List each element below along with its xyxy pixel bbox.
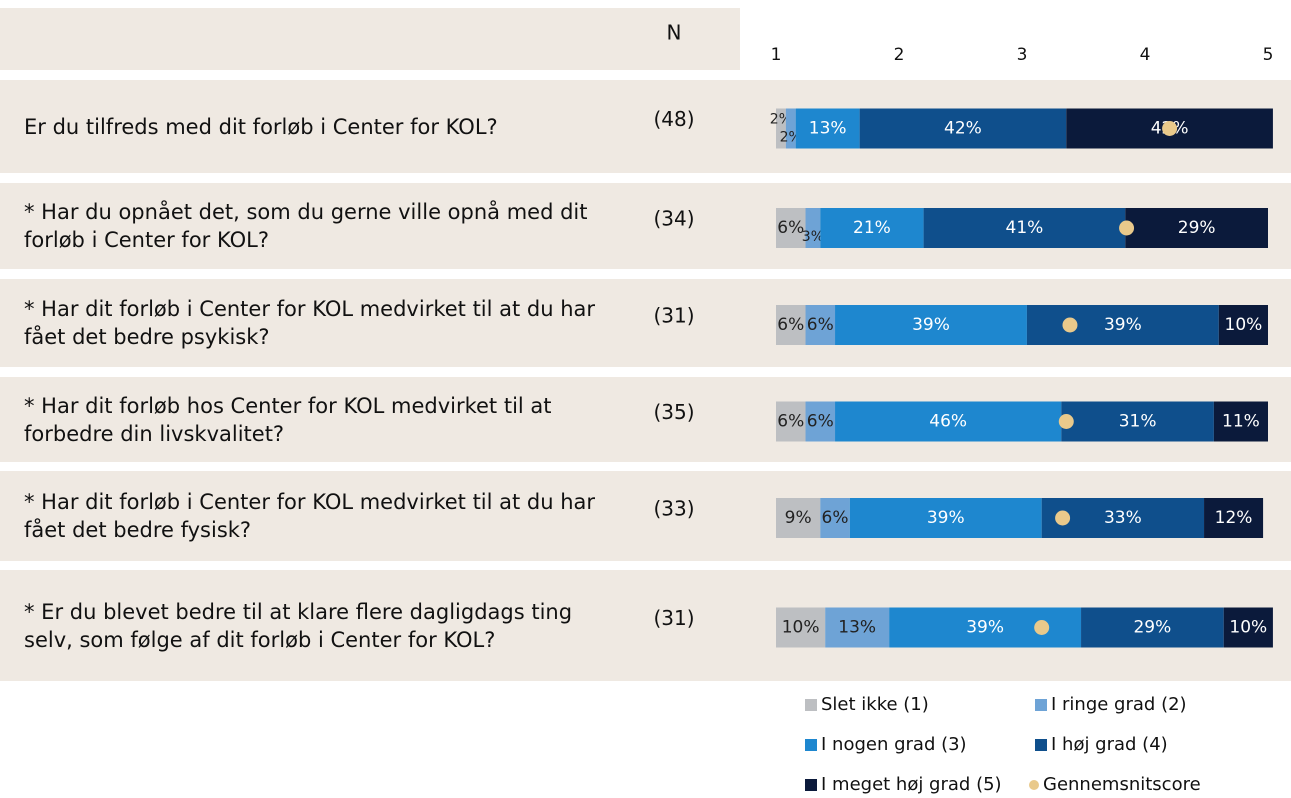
value-label: 42% <box>944 119 982 139</box>
bar-segment <box>805 208 821 248</box>
bar-segment <box>859 108 1067 149</box>
value-label: 11% <box>1222 412 1260 432</box>
bar-segment <box>835 401 1062 442</box>
value-label: 6% <box>777 315 804 335</box>
value-label: 6% <box>822 508 849 528</box>
legend-swatch <box>1035 739 1047 751</box>
legend-label: I meget høj grad (5) <box>821 774 1002 795</box>
bar-segment <box>849 498 1042 538</box>
value-label: 3% <box>802 229 824 245</box>
x-tick-label: 1 <box>771 45 782 65</box>
bar-segment <box>1081 607 1224 648</box>
question: * Har dit forløb i Center for KOL medvir… <box>24 297 596 349</box>
legend-label: I nogen grad (3) <box>821 734 967 755</box>
value-label: 39% <box>966 618 1004 638</box>
value-label: 9% <box>785 508 812 528</box>
value-label: 21% <box>853 218 891 238</box>
value-label: 6% <box>807 315 834 335</box>
bar-segment <box>825 607 890 648</box>
header-band <box>0 8 740 70</box>
bar-segment <box>776 401 806 442</box>
value-label: 6% <box>777 412 804 432</box>
bar-segment <box>1125 208 1268 248</box>
value-label: 46% <box>929 412 967 432</box>
legend-swatch <box>805 699 817 711</box>
value-label: 10% <box>1229 618 1267 638</box>
legend-swatch <box>805 739 817 751</box>
question: * Er du blevet bedre til at klare flere … <box>24 599 573 652</box>
x-tick-label: 4 <box>1140 45 1151 65</box>
question: * Har dit forløb i Center for KOL medvir… <box>24 490 596 542</box>
x-tick-label: 5 <box>1263 45 1274 65</box>
n-label: (48) <box>653 107 694 131</box>
value-label: 29% <box>1178 218 1216 238</box>
value-label: 13% <box>838 618 876 638</box>
bar-segment <box>820 208 924 248</box>
bar-segment <box>1026 305 1219 345</box>
bar-segment <box>1223 607 1273 648</box>
n-label: (34) <box>653 207 694 231</box>
bar-segment <box>776 108 786 149</box>
legend-label: Gennemsnitscore <box>1043 774 1201 795</box>
value-label: 31% <box>1119 412 1157 432</box>
value-label: 39% <box>912 315 950 335</box>
bar-segment <box>1061 401 1214 442</box>
bar-segment <box>795 108 860 149</box>
value-label: 39% <box>927 508 965 528</box>
value-label: 29% <box>1133 618 1171 638</box>
legend-label: Slet ikke (1) <box>821 694 929 715</box>
bar-segment <box>923 208 1126 248</box>
legend-dot <box>1029 780 1039 790</box>
mean-dot <box>1119 220 1135 236</box>
bar-segment <box>1213 401 1268 442</box>
mean-dot <box>1034 620 1050 635</box>
value-label: 39% <box>1104 315 1142 335</box>
legend-label: I ringe grad (2) <box>1051 694 1187 715</box>
n-label: (33) <box>653 497 694 521</box>
bar-segment <box>776 208 806 248</box>
n-header: N <box>667 21 682 45</box>
bar-segment <box>776 607 826 648</box>
bar-segment <box>776 498 821 538</box>
value-label: 10% <box>1225 315 1263 335</box>
n-label: (31) <box>653 606 694 630</box>
value-label: 6% <box>807 412 834 432</box>
bar-segment <box>820 498 850 538</box>
legend-swatch <box>805 779 817 791</box>
legend-label: I høj grad (4) <box>1051 734 1168 755</box>
mean-dot <box>1058 414 1074 429</box>
bar-segment <box>785 108 796 149</box>
x-tick-label: 3 <box>1017 45 1028 65</box>
value-label: 13% <box>809 119 847 139</box>
question: * Har du opnået det, som du gerne ville … <box>24 200 588 252</box>
x-tick-label: 2 <box>894 45 905 65</box>
question: Er du tilfreds med dit forløb i Center f… <box>24 114 498 139</box>
bar-segment <box>835 305 1027 345</box>
value-label: 12% <box>1215 508 1253 528</box>
value-label: 33% <box>1104 508 1142 528</box>
value-label: 6% <box>777 218 804 238</box>
bar-segment <box>805 401 836 442</box>
bar-segment <box>1218 305 1268 345</box>
bar-segment <box>776 305 806 345</box>
mean-dot <box>1055 510 1071 526</box>
n-label: (31) <box>653 304 694 328</box>
n-label: (35) <box>653 400 694 424</box>
legend-swatch <box>1035 699 1047 711</box>
question: * Har dit forløb hos Center for KOL medv… <box>24 393 552 446</box>
value-label: 41% <box>1006 218 1044 238</box>
bar-segment <box>1204 498 1264 538</box>
value-label: 10% <box>782 618 820 638</box>
mean-dot <box>1062 317 1078 333</box>
mean-dot <box>1162 121 1178 136</box>
bar-segment <box>805 305 836 345</box>
